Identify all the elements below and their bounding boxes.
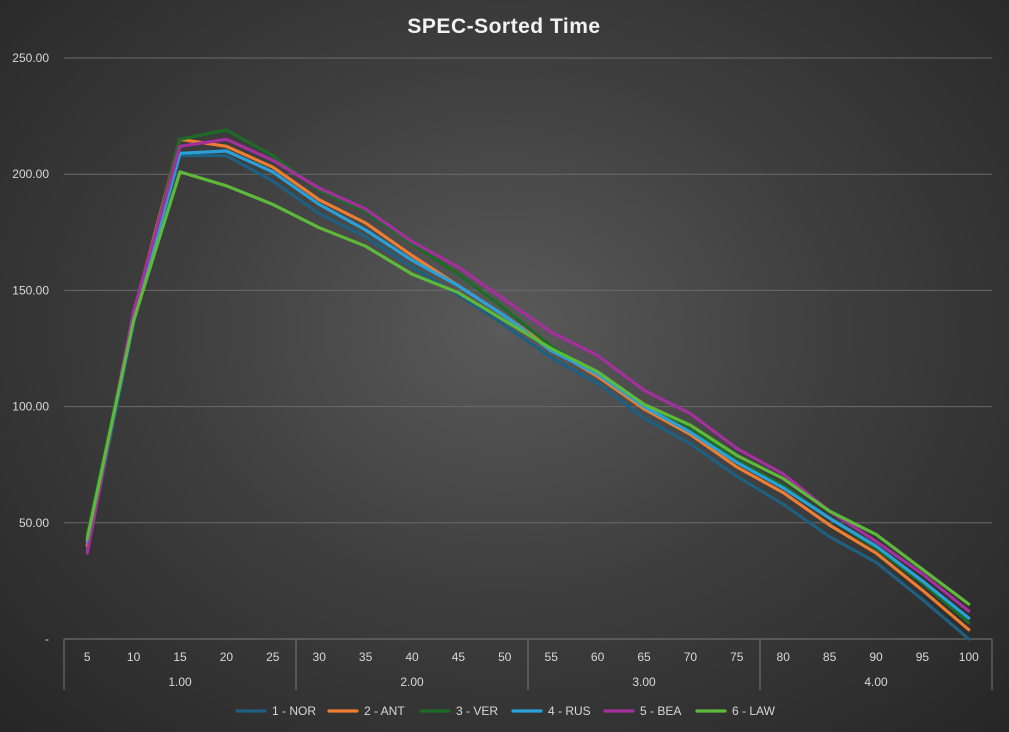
series-line-1 [85,154,971,641]
y-axis: - 50.00 100.00 150.00 200.00 250.00 [12,51,49,646]
x-tick-label: 40 [405,650,419,664]
x-tick-label: 75 [730,650,744,664]
gridlines [64,57,992,524]
legend-label: 5 - BEA [640,704,681,718]
series-line-3 [85,128,971,625]
legend-label: 1 - NOR [272,704,316,718]
legend-label: 3 - VER [456,704,498,718]
x-group-label: 1.00 [168,675,192,689]
y-tick-label: 100.00 [12,400,49,414]
x-group-label: 4.00 [864,675,888,689]
legend-label: 4 - RUS [548,704,591,718]
x-tick-label: 35 [359,650,373,664]
x-group-label: 3.00 [632,675,656,689]
x-tick-label: 20 [220,650,234,664]
y-tick-label: 50.00 [19,516,49,530]
x-tick-label: 15 [173,650,187,664]
series-lines [85,128,971,641]
x-tick-label: 55 [545,650,559,664]
x-tick-label: 5 [84,650,91,664]
y-tick-label: 150.00 [12,283,49,297]
legend-label: 2 - ANT [364,704,405,718]
chart-title: SPEC-Sorted Time [407,15,600,38]
x-tick-label: 45 [452,650,466,664]
series-line-4 [85,149,971,620]
x-tick-label: 100 [959,650,979,664]
x-tick-label: 25 [266,650,280,664]
series-line-6 [85,170,971,606]
x-tick-label: 65 [637,650,651,664]
y-tick-label: - [45,632,49,646]
x-tick-label: 30 [313,650,327,664]
x-tick-label: 60 [591,650,605,664]
x-tick-label: 95 [916,650,930,664]
x-group-label: 2.00 [400,675,424,689]
x-axis: 5 10 15 20 25 30 35 40 45 50 55 60 65 70 75 80 85 90 95 100… [63,638,993,690]
x-tick-label: 90 [869,650,883,664]
x-tick-label: 80 [777,650,791,664]
x-tick-label: 70 [684,650,698,664]
series-line-2 [85,137,971,632]
legend-label: 6 - LAW [732,704,776,718]
x-tick-label: 10 [127,650,141,664]
y-tick-label: 250.00 [12,51,49,65]
legend: 1 - NOR 2 - ANT 3 - VER 4 - RUS 5 - BEA 6 - L… [235,704,776,718]
y-tick-label: 200.00 [12,167,49,181]
x-tick-label: 50 [498,650,512,664]
x-tick-label: 85 [823,650,837,664]
